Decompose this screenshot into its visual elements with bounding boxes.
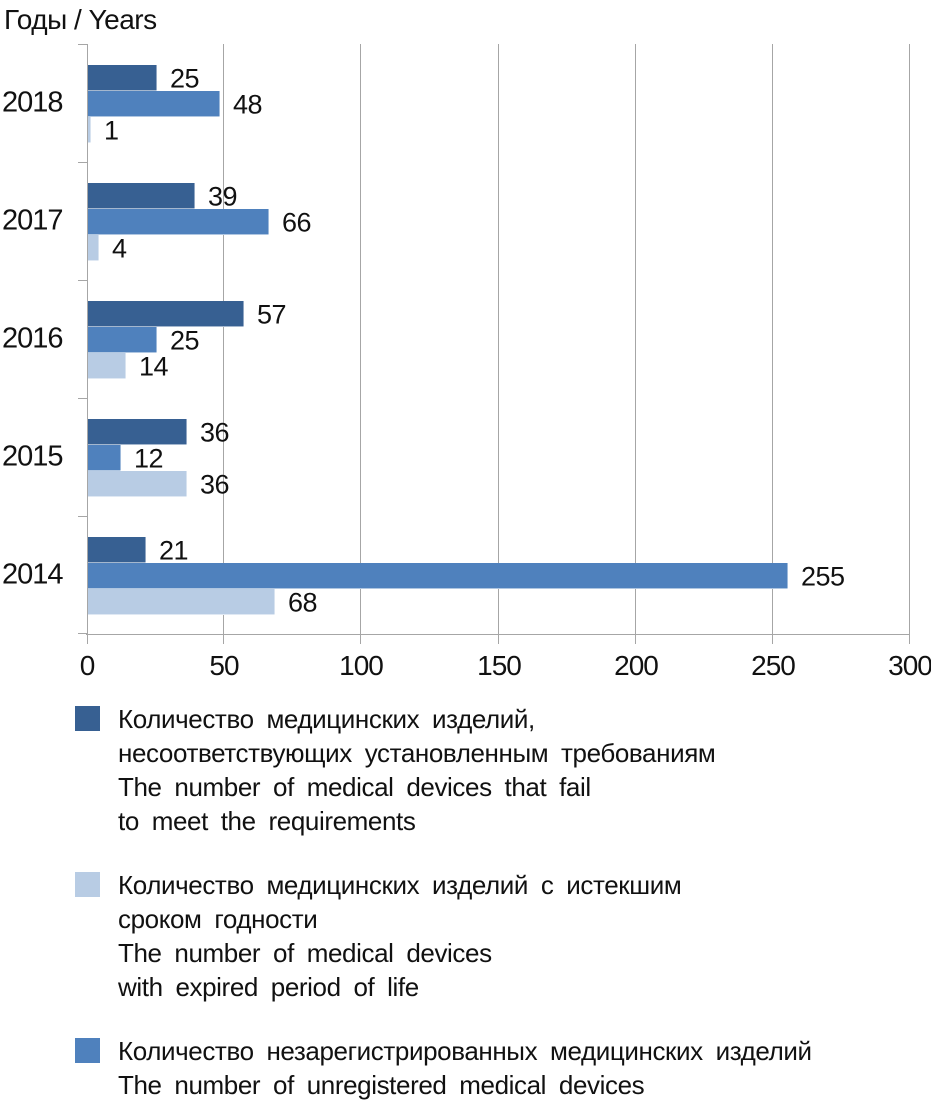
category-label: 2016 (2, 322, 64, 355)
bar-unregistered (88, 563, 788, 589)
x-axis-tick (223, 635, 224, 644)
gridline (909, 44, 910, 634)
bar-value-label: 1 (104, 115, 119, 146)
bar-expired (88, 353, 126, 379)
bar-value-label: 57 (257, 299, 287, 330)
legend-label-fail-requirements: Количество медицинских изделий, несоотве… (118, 704, 716, 836)
bar-unregistered (88, 445, 121, 471)
x-axis-line (86, 634, 910, 635)
y-axis-tick (78, 398, 87, 399)
legend-label-expired: Количество медицинских изделий с истекши… (118, 870, 682, 1002)
bar-fail-requirements (88, 301, 244, 327)
bar-unregistered (88, 209, 269, 235)
y-axis-tick (78, 162, 87, 163)
bar-unregistered (88, 327, 157, 353)
y-axis-tick (78, 44, 87, 45)
category-label: 2017 (2, 204, 64, 237)
bar-value-label: 4 (112, 233, 127, 264)
y-axis-tick (78, 280, 87, 281)
bar-expired (88, 235, 99, 261)
x-axis-tick (772, 635, 773, 644)
category-label: 2014 (2, 558, 64, 591)
bar-value-label: 12 (134, 443, 164, 474)
bar-fail-requirements (88, 183, 195, 209)
bar-value-label: 36 (200, 417, 230, 448)
x-axis-tick-label: 300 (888, 650, 931, 681)
gridline (223, 44, 224, 634)
bar-value-label: 25 (170, 325, 200, 356)
legend-swatch-expired (75, 872, 100, 897)
legend-swatch-unregistered (75, 1038, 100, 1063)
gridline (498, 44, 499, 634)
gridline (360, 44, 361, 634)
x-axis-tick (498, 635, 499, 644)
legend: Количество медицинских изделий, несоотве… (75, 702, 915, 1109)
x-axis-tick-label: 250 (751, 650, 796, 681)
bar-value-label: 25 (170, 63, 200, 94)
x-axis-tick-label: 150 (477, 650, 522, 681)
bar-unregistered (88, 91, 220, 117)
y-axis-tick (78, 633, 87, 634)
legend-item-fail-requirements: Количество медицинских изделий, несоотве… (75, 702, 915, 838)
bar-value-label: 68 (288, 587, 318, 618)
legend-label-unregistered: Количество незарегистрированных медицинс… (118, 1036, 812, 1100)
legend-item-expired: Количество медицинских изделий с истекши… (75, 868, 915, 1004)
bar-value-label: 21 (159, 535, 189, 566)
x-axis-tick (87, 635, 88, 644)
x-axis-tick (909, 635, 910, 644)
bar-expired (88, 589, 275, 615)
bar-fail-requirements (88, 419, 187, 445)
gridline (635, 44, 636, 634)
legend-swatch-fail-requirements (75, 706, 100, 731)
bar-value-label: 14 (139, 351, 169, 382)
bar-expired (88, 471, 187, 497)
chart-title: Годы / Years (4, 4, 157, 35)
bar-fail-requirements (88, 65, 157, 91)
x-axis-tick-label: 200 (614, 650, 659, 681)
bar-value-label: 48 (233, 89, 263, 120)
plot-area: 25 48 1 39 66 4 57 25 14 36 12 36 21 255 68 (78, 44, 910, 644)
y-axis-tick (78, 516, 87, 517)
x-axis-tick-label: 50 (209, 650, 239, 681)
bar-value-label: 255 (801, 561, 845, 592)
legend-item-unregistered: Количество незарегистрированных медицинс… (75, 1034, 915, 1102)
bar-value-label: 36 (200, 469, 230, 500)
x-axis-tick-label: 100 (339, 650, 384, 681)
bar-value-label: 39 (208, 181, 238, 212)
x-axis-tick (635, 635, 636, 644)
bar-value-label: 66 (282, 207, 312, 238)
gridline (772, 44, 773, 634)
bar-expired (88, 117, 91, 143)
category-label: 2018 (2, 86, 64, 119)
category-label: 2015 (2, 440, 64, 473)
x-axis-tick-label: 0 (79, 650, 96, 681)
y-axis-line (87, 44, 88, 634)
x-axis-tick (360, 635, 361, 644)
bar-fail-requirements (88, 537, 146, 563)
